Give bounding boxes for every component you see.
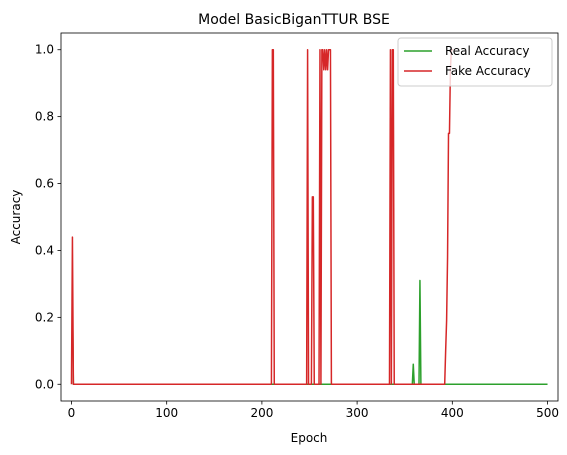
legend-label-0: Real Accuracy — [445, 44, 529, 58]
x-tick-label: 300 — [346, 406, 369, 420]
y-axis-ticks: 0.0 0.2 0.4 0.6 0.8 1.0 — [35, 43, 61, 391]
x-tick-label: 100 — [155, 406, 178, 420]
series-lines — [70, 48, 548, 386]
x-tick-label: 500 — [536, 406, 559, 420]
y-tick-label: 0.6 — [35, 177, 54, 191]
plot-frame — [60, 32, 559, 402]
y-tick-label: 0.2 — [35, 310, 54, 324]
x-tick-label: 0 — [68, 406, 76, 420]
y-tick-label: 1.0 — [35, 43, 54, 57]
x-axis-ticks: 0 100 200 300 400 500 — [68, 401, 559, 420]
x-tick-label: 200 — [250, 406, 273, 420]
y-tick-label: 0.0 — [35, 377, 54, 391]
y-axis-label: Accuracy — [9, 190, 23, 245]
plot-area — [61, 33, 558, 401]
x-tick-label: 400 — [441, 406, 464, 420]
legend-box — [397, 37, 553, 87]
series-line-1 — [70, 48, 454, 386]
y-tick-label: 0.8 — [35, 110, 54, 124]
x-axis-label: Epoch — [291, 431, 328, 445]
legend-label-1: Fake Accuracy — [445, 64, 531, 78]
y-tick-label: 0.4 — [35, 243, 54, 257]
legend: Real Accuracy Fake Accuracy — [397, 37, 553, 87]
chart-title: Model BasicBiganTTUR BSE — [198, 12, 390, 28]
